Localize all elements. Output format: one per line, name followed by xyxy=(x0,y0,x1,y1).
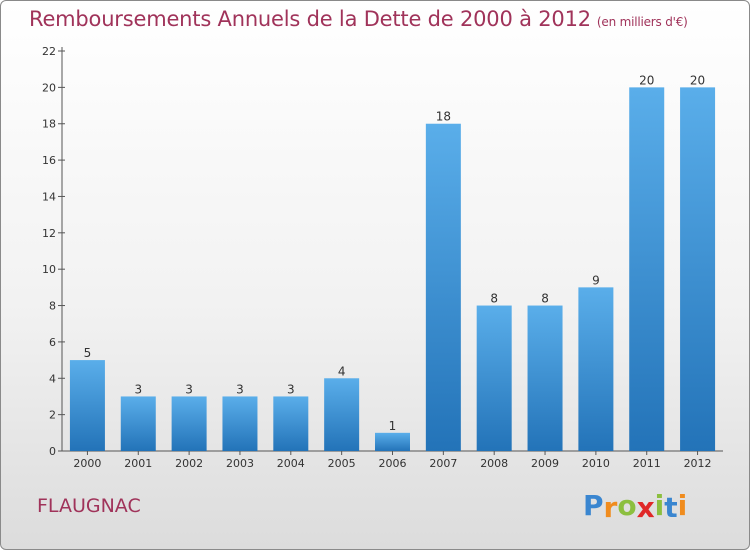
bar xyxy=(120,396,156,451)
y-tick-label: 14 xyxy=(42,190,56,203)
y-tick-label: 18 xyxy=(42,118,56,131)
data-label: 20 xyxy=(639,73,654,87)
bar xyxy=(476,305,512,451)
y-tick-label: 0 xyxy=(49,445,56,458)
logo-letter: x xyxy=(636,491,655,524)
data-label: 20 xyxy=(690,73,705,87)
bar xyxy=(222,396,258,451)
y-tick-label: 8 xyxy=(49,300,56,313)
bar xyxy=(324,378,360,451)
data-label: 3 xyxy=(134,382,142,396)
bar xyxy=(171,396,207,451)
x-tick-label: 2010 xyxy=(582,457,610,470)
data-label: 4 xyxy=(338,364,346,378)
data-label: 3 xyxy=(287,382,295,396)
x-tick-label: 2006 xyxy=(379,457,407,470)
y-tick-label: 22 xyxy=(42,45,56,58)
logo-letter: t xyxy=(664,491,678,524)
x-tick-label: 2009 xyxy=(531,457,559,470)
bar xyxy=(69,360,105,451)
logo-letter: r xyxy=(603,491,618,524)
data-label: 3 xyxy=(236,382,244,396)
x-tick-label: 2011 xyxy=(633,457,661,470)
x-tick-label: 2000 xyxy=(73,457,101,470)
data-label: 18 xyxy=(436,110,451,124)
data-label: 5 xyxy=(84,346,92,360)
x-tick-label: 2008 xyxy=(480,457,508,470)
y-tick-label: 20 xyxy=(42,81,56,94)
bar xyxy=(629,87,665,451)
logo-letter: i xyxy=(654,489,665,522)
y-tick-label: 12 xyxy=(42,227,56,240)
logo-letter: P xyxy=(583,489,604,522)
data-label: 8 xyxy=(541,292,549,306)
bar xyxy=(273,396,309,451)
data-label: 8 xyxy=(490,292,498,306)
y-tick-label: 6 xyxy=(49,336,56,349)
x-tick-label: 2005 xyxy=(328,457,356,470)
y-tick-label: 10 xyxy=(42,263,56,276)
y-tick-label: 16 xyxy=(42,154,56,167)
bar xyxy=(680,87,716,451)
proxiti-logo: Proxiti xyxy=(583,489,688,524)
y-tick-label: 4 xyxy=(49,372,56,385)
commune-name: FLAUGNAC xyxy=(37,495,141,517)
data-label: 1 xyxy=(389,419,397,433)
x-tick-label: 2002 xyxy=(175,457,203,470)
data-label: 3 xyxy=(185,382,193,396)
x-tick-label: 2012 xyxy=(684,457,712,470)
bar xyxy=(527,305,563,451)
y-tick-label: 2 xyxy=(49,409,56,422)
chart-title: Remboursements Annuels de la Dette de 20… xyxy=(29,7,688,31)
bar xyxy=(578,287,614,451)
unit-label: (en milliers d'€) xyxy=(596,15,688,29)
data-label: 9 xyxy=(592,273,600,287)
x-tick-label: 2007 xyxy=(429,457,457,470)
x-tick-label: 2003 xyxy=(226,457,254,470)
logo-letter: o xyxy=(617,489,637,522)
x-tick-label: 2001 xyxy=(124,457,152,470)
bar xyxy=(375,432,410,451)
logo-letter: i xyxy=(677,489,688,522)
x-tick-label: 2004 xyxy=(277,457,305,470)
bar xyxy=(425,123,461,452)
